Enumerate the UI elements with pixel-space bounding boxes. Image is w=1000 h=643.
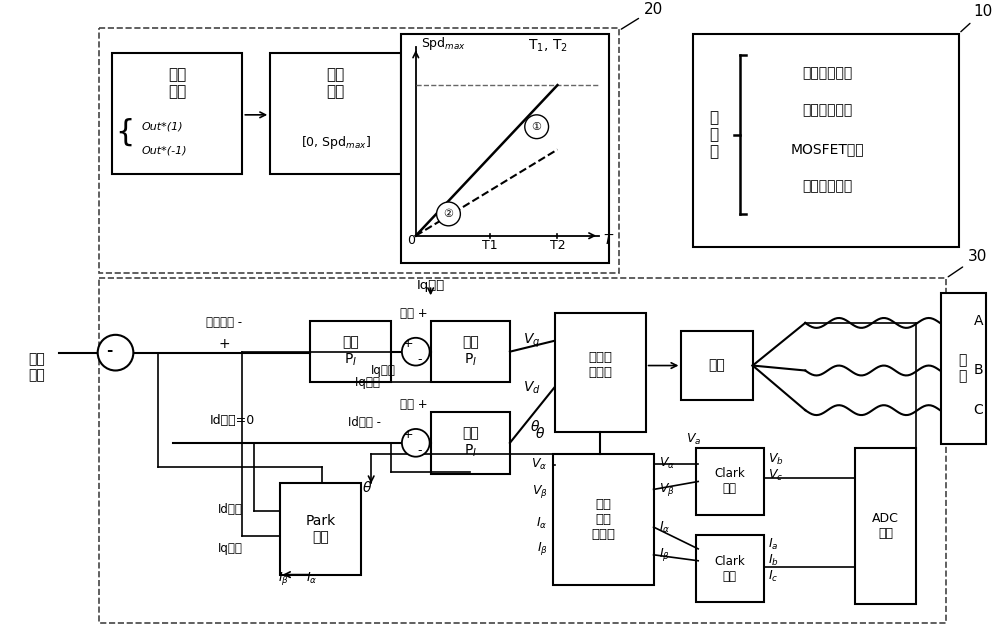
FancyBboxPatch shape <box>270 53 401 174</box>
Text: 给定
速度: 给定 速度 <box>28 352 45 383</box>
Text: Id反馈: Id反馈 <box>218 503 243 516</box>
FancyBboxPatch shape <box>855 448 916 604</box>
Text: [0, Spd$_{max}$]: [0, Spd$_{max}$] <box>301 134 370 151</box>
Text: $I_{\alpha}$: $I_{\alpha}$ <box>536 516 548 530</box>
Text: ①: ① <box>532 122 542 132</box>
Text: $I_{\beta}$: $I_{\beta}$ <box>659 547 670 563</box>
FancyBboxPatch shape <box>555 313 646 432</box>
Text: $V_a$: $V_a$ <box>686 432 701 448</box>
Text: +: + <box>403 337 413 350</box>
FancyBboxPatch shape <box>693 33 959 247</box>
Text: 电流
P$_I$: 电流 P$_I$ <box>462 335 479 368</box>
Text: 电解电容温度: 电解电容温度 <box>802 179 852 193</box>
FancyBboxPatch shape <box>941 293 986 444</box>
FancyBboxPatch shape <box>401 33 609 264</box>
Text: Iq反馈: Iq反馈 <box>218 542 243 556</box>
Circle shape <box>525 115 549 139</box>
FancyBboxPatch shape <box>112 53 242 174</box>
Text: Id电流=0: Id电流=0 <box>210 413 255 426</box>
Circle shape <box>402 429 430 457</box>
Text: -: - <box>417 444 422 457</box>
FancyBboxPatch shape <box>696 448 764 515</box>
Text: 主控芯片温度: 主控芯片温度 <box>802 66 852 80</box>
Text: 电流 +: 电流 + <box>400 307 428 320</box>
Text: Iq反馈 -: Iq反馈 - <box>355 376 388 389</box>
Circle shape <box>437 202 460 226</box>
Text: 驱动: 驱动 <box>709 359 725 372</box>
Circle shape <box>98 335 133 370</box>
Text: $I_{\alpha}$: $I_{\alpha}$ <box>306 571 317 586</box>
FancyBboxPatch shape <box>681 331 753 400</box>
Text: 0: 0 <box>407 234 415 247</box>
Text: 速度
P$_I$: 速度 P$_I$ <box>342 335 359 368</box>
Text: Out*(-1): Out*(-1) <box>141 145 187 156</box>
FancyBboxPatch shape <box>99 278 946 623</box>
Text: $I_c$: $I_c$ <box>768 569 778 584</box>
Text: +: + <box>219 337 230 350</box>
Text: $V_{\beta}$: $V_{\beta}$ <box>659 481 674 498</box>
Text: C: C <box>974 403 983 417</box>
Text: Iq反馈: Iq反馈 <box>371 364 396 377</box>
Text: ②: ② <box>443 209 453 219</box>
Text: T: T <box>603 233 612 247</box>
Text: 转速
限幅: 转速 限幅 <box>326 67 345 99</box>
Text: $V_c$: $V_c$ <box>768 468 783 483</box>
FancyBboxPatch shape <box>99 28 619 273</box>
FancyBboxPatch shape <box>696 535 764 602</box>
Text: $θ$: $θ$ <box>362 480 372 495</box>
Text: Out*(1): Out*(1) <box>141 122 183 132</box>
Text: $V_{\alpha}$: $V_{\alpha}$ <box>659 456 675 471</box>
Text: T2: T2 <box>550 239 565 252</box>
Text: -: - <box>106 343 113 358</box>
Text: T1: T1 <box>482 239 498 252</box>
Text: T$_1$, T$_2$: T$_1$, T$_2$ <box>528 37 567 53</box>
Circle shape <box>402 338 430 365</box>
Text: Park
变换: Park 变换 <box>306 514 336 544</box>
Text: Iq给定: Iq给定 <box>417 279 445 292</box>
Text: Spd$_{max}$: Spd$_{max}$ <box>421 35 466 52</box>
Text: 空间矢
量调制: 空间矢 量调制 <box>588 350 612 379</box>
FancyBboxPatch shape <box>431 412 510 473</box>
Text: 电流 +: 电流 + <box>400 397 428 411</box>
Text: $θ$: $θ$ <box>535 426 545 441</box>
Text: Id反馈 -: Id反馈 - <box>348 415 381 428</box>
Text: $I_{\beta}$: $I_{\beta}$ <box>537 540 548 557</box>
Text: $V_q$: $V_q$ <box>523 332 541 350</box>
Text: 速度反馈 -: 速度反馈 - <box>206 316 243 329</box>
Text: A: A <box>974 314 983 328</box>
Text: Clark
变换: Clark 变换 <box>715 555 745 583</box>
Text: $I_{\beta}$: $I_{\beta}$ <box>278 570 289 587</box>
Text: 速度
磁链
观测器: 速度 磁链 观测器 <box>591 498 615 541</box>
Text: 最
大
值: 最 大 值 <box>709 110 719 159</box>
Text: $V_d$: $V_d$ <box>523 379 541 395</box>
Text: $V_b$: $V_b$ <box>768 452 783 467</box>
Text: $I_a$: $I_a$ <box>768 538 778 552</box>
FancyBboxPatch shape <box>310 321 391 383</box>
FancyBboxPatch shape <box>280 484 361 575</box>
Text: -: - <box>417 353 422 366</box>
Text: 10: 10 <box>961 4 993 32</box>
Text: $V_{\alpha}$: $V_{\alpha}$ <box>531 457 548 472</box>
Text: B: B <box>974 363 983 377</box>
Text: Clark
变换: Clark 变换 <box>715 467 745 496</box>
Text: $θ$: $θ$ <box>530 419 541 435</box>
Text: MOSFET温度: MOSFET温度 <box>790 143 864 156</box>
Text: 20: 20 <box>621 2 663 29</box>
Text: 电
机: 电 机 <box>959 354 967 384</box>
Text: 速度
方向: 速度 方向 <box>168 67 186 99</box>
Text: $I_b$: $I_b$ <box>768 553 778 568</box>
Text: {: { <box>116 118 135 147</box>
Text: 驱动芯片温度: 驱动芯片温度 <box>802 103 852 117</box>
Text: +: + <box>403 428 413 441</box>
FancyBboxPatch shape <box>553 454 654 584</box>
Text: 电流
P$_I$: 电流 P$_I$ <box>462 426 479 459</box>
FancyBboxPatch shape <box>431 321 510 383</box>
Text: 30: 30 <box>948 249 987 276</box>
Text: $I_{\alpha}$: $I_{\alpha}$ <box>659 520 670 534</box>
Text: ADC
采样: ADC 采样 <box>872 512 899 540</box>
Text: $V_{\beta}$: $V_{\beta}$ <box>532 483 548 500</box>
